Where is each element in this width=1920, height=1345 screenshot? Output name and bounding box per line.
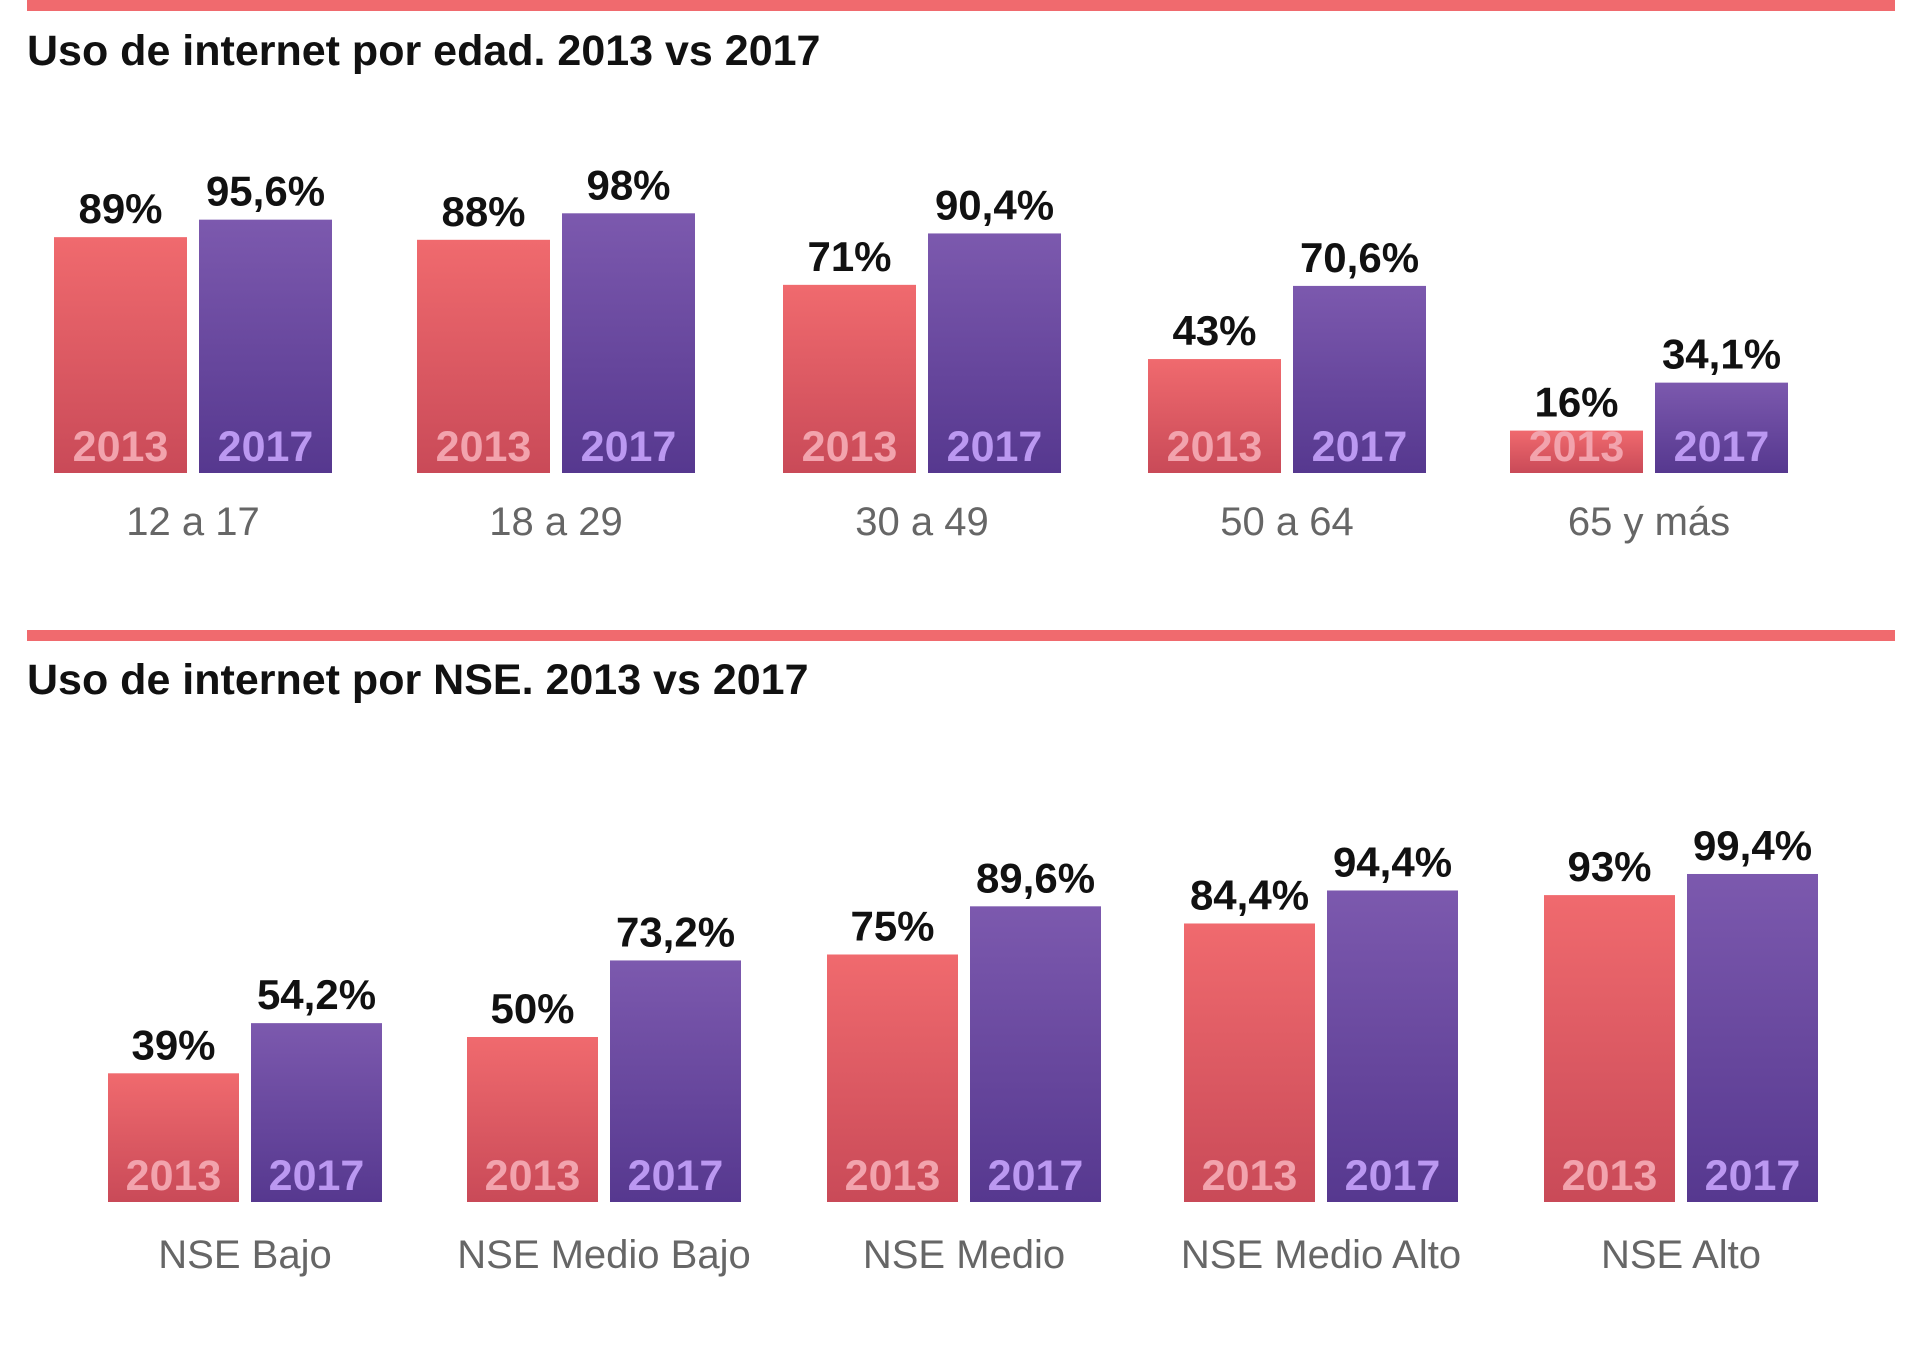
- data-label: 93%: [1567, 843, 1651, 890]
- bar-chart-age: 2013 89% 2017 95,6% 12 a 17 2013 88% 2017 98% 18 …: [54, 161, 1788, 544]
- bar-2017-1: [251, 1023, 382, 1202]
- category-label: NSE Medio Alto: [1181, 1233, 1461, 1277]
- bar-2017-5: [1655, 382, 1788, 473]
- data-label: 88%: [441, 188, 525, 235]
- bar-series-label-2017: 2017: [1674, 423, 1770, 471]
- bar-2013-3: [783, 284, 916, 473]
- category-label: 30 a 49: [855, 500, 988, 544]
- bar-series-label-2017: 2017: [1345, 1152, 1441, 1200]
- bar-2013-4: [1148, 359, 1281, 473]
- bar-2013-1: [54, 237, 187, 473]
- data-label: 90,4%: [935, 181, 1054, 228]
- bar-series-label-2013: 2013: [1529, 423, 1625, 471]
- bar-series-label-2017: 2017: [218, 423, 314, 471]
- category-label: NSE Medio: [863, 1233, 1065, 1277]
- category-label: 65 y más: [1568, 500, 1730, 544]
- bar-series-label-2017: 2017: [988, 1152, 1084, 1200]
- data-label: 75%: [850, 903, 934, 950]
- data-label: 34,1%: [1662, 331, 1781, 378]
- bar-series-label-2013: 2013: [802, 423, 898, 471]
- bar-2017-4: [1293, 285, 1426, 473]
- category-label: NSE Alto: [1601, 1233, 1761, 1277]
- bar-series-label-2013: 2013: [1562, 1152, 1658, 1200]
- bar-2017-3: [928, 233, 1061, 473]
- data-label: 89,6%: [976, 854, 1095, 901]
- bar-2017-2: [562, 213, 695, 474]
- bar-chart-nse: 2013 39% 2017 54,2% NSE Bajo 2013 50% 2017 73,2%…: [108, 822, 1818, 1277]
- chart-title-nse: Uso de internet por NSE. 2013 vs 2017: [27, 656, 809, 704]
- bar-series-label-2013: 2013: [485, 1152, 581, 1200]
- data-label: 70,6%: [1300, 234, 1419, 281]
- bar-2013-2: [417, 239, 550, 473]
- data-label: 95,6%: [206, 168, 325, 215]
- bar-series-label-2013: 2013: [73, 423, 169, 471]
- data-label: 50%: [490, 985, 574, 1032]
- bar-2017-5: [1687, 873, 1818, 1202]
- category-label: 12 a 17: [126, 500, 259, 544]
- category-label: 50 a 64: [1220, 500, 1353, 544]
- bar-2017-1: [199, 219, 332, 473]
- data-label: 89%: [78, 185, 162, 232]
- bar-2013-3: [827, 954, 958, 1202]
- data-label: 71%: [807, 233, 891, 280]
- data-label: 54,2%: [257, 971, 376, 1018]
- bar-series-label-2017: 2017: [269, 1152, 365, 1200]
- bar-series-label-2013: 2013: [1167, 423, 1263, 471]
- bar-series-label-2013: 2013: [845, 1152, 941, 1200]
- bar-series-label-2013: 2013: [126, 1152, 222, 1200]
- bar-2013-5: [1544, 895, 1675, 1202]
- bar-2013-4: [1184, 923, 1315, 1202]
- data-label: 43%: [1172, 307, 1256, 354]
- bar-2013-1: [108, 1073, 239, 1202]
- bar-series-label-2017: 2017: [1312, 423, 1408, 471]
- data-label: 39%: [131, 1021, 215, 1068]
- bar-2013-5: [1510, 430, 1643, 473]
- bar-2013-2: [467, 1037, 598, 1202]
- category-label: NSE Medio Bajo: [457, 1233, 750, 1277]
- data-label: 99,4%: [1693, 822, 1812, 869]
- data-label: 98%: [586, 161, 670, 208]
- data-label: 16%: [1534, 379, 1618, 426]
- bar-series-label-2013: 2013: [436, 423, 532, 471]
- bar-2017-2: [610, 960, 741, 1202]
- data-label: 94,4%: [1333, 838, 1452, 885]
- bar-2017-3: [970, 906, 1101, 1202]
- data-label: 84,4%: [1190, 871, 1309, 918]
- data-label: 73,2%: [616, 908, 735, 955]
- bar-series-label-2013: 2013: [1202, 1152, 1298, 1200]
- bar-series-label-2017: 2017: [628, 1152, 724, 1200]
- bar-series-label-2017: 2017: [947, 423, 1043, 471]
- bar-series-label-2017: 2017: [1705, 1152, 1801, 1200]
- chart-title-age: Uso de internet por edad. 2013 vs 2017: [27, 27, 821, 75]
- bar-series-label-2017: 2017: [581, 423, 677, 471]
- section-divider-age: [27, 0, 1895, 11]
- category-label: 18 a 29: [489, 500, 622, 544]
- bar-2017-4: [1327, 890, 1458, 1202]
- category-label: NSE Bajo: [158, 1233, 331, 1277]
- section-divider-nse: [27, 630, 1895, 641]
